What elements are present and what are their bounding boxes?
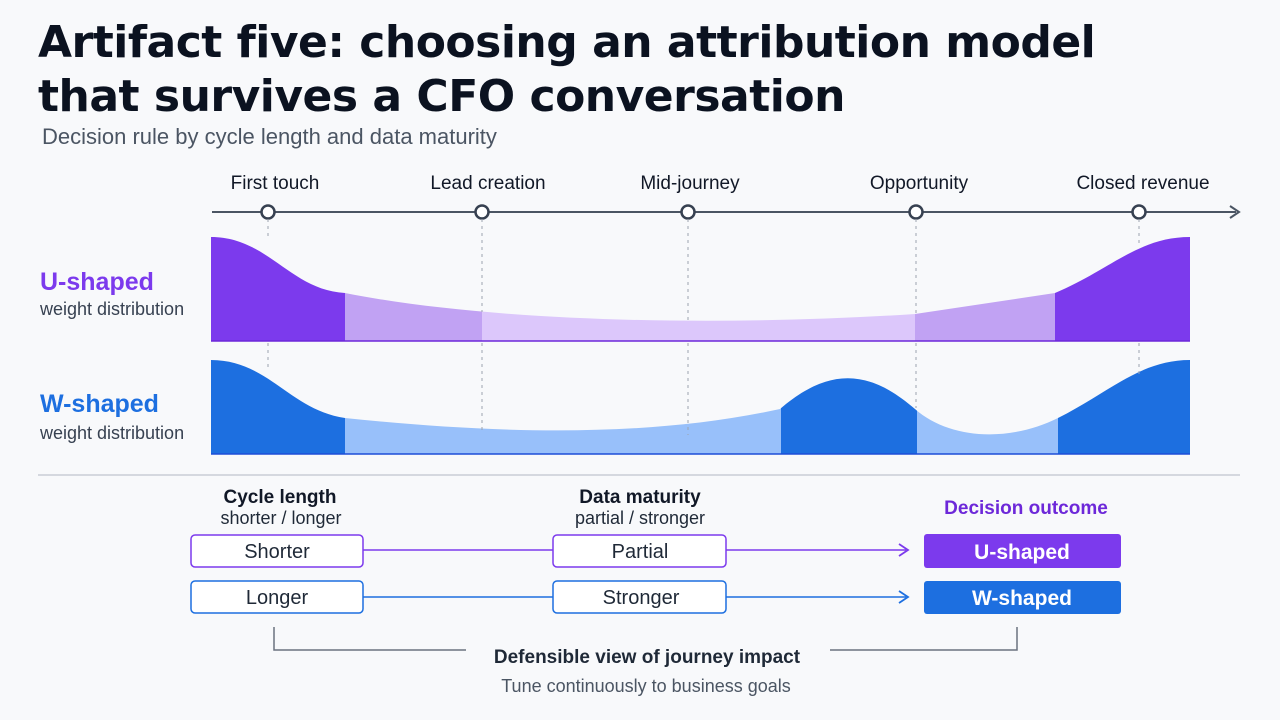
decision-outcome-header: Decision outcome bbox=[944, 498, 1108, 519]
title-line-2: that survives a CFO conversation bbox=[38, 71, 845, 122]
page-subtitle: Decision rule by cycle length and data m… bbox=[42, 124, 497, 149]
stage-guides bbox=[267, 219, 1140, 435]
w-shaped-label: W-shaped bbox=[40, 390, 159, 418]
stage-label-first-touch: First touch bbox=[231, 173, 320, 194]
stage-label-lead-creation: Lead creation bbox=[430, 173, 545, 194]
arrow-right-icon bbox=[898, 543, 910, 557]
w-shaped-band bbox=[211, 360, 1190, 455]
timeline: First touch Lead creation Mid-journey Op… bbox=[212, 173, 1241, 220]
summary-subtitle: Tune continuously to business goals bbox=[501, 676, 791, 696]
w-shaped-caption: weight distribution bbox=[39, 423, 184, 443]
maturity-box-partial bbox=[552, 534, 727, 568]
stage-marker-opportunity bbox=[908, 204, 924, 220]
maturity-box-stronger bbox=[552, 580, 727, 614]
cycle-value-longer: Longer bbox=[246, 587, 309, 609]
outcome-box-u-shaped bbox=[924, 534, 1121, 568]
stage-marker-closed-revenue bbox=[1131, 204, 1147, 220]
outcome-value-w-shaped: W-shaped bbox=[972, 587, 1072, 610]
page-title: Artifact five: choosing an attribution m… bbox=[38, 16, 1238, 124]
summary-title: Defensible view of journey impact bbox=[494, 647, 801, 668]
decision-row-u-shaped: Shorter Partial U-shaped bbox=[190, 534, 1121, 568]
stage-marker-mid-journey bbox=[680, 204, 696, 220]
cycle-length-subheader: shorter / longer bbox=[220, 508, 341, 528]
u-shaped-label: U-shaped bbox=[40, 268, 154, 296]
u-shaped-band bbox=[211, 237, 1190, 342]
summary-bracket bbox=[273, 627, 1018, 651]
outcome-box-w-shaped bbox=[924, 581, 1121, 614]
cycle-box-shorter bbox=[190, 534, 364, 568]
timeline-arrow-icon bbox=[1229, 205, 1241, 219]
stage-marker-lead-creation bbox=[474, 204, 490, 220]
cycle-value-shorter: Shorter bbox=[244, 541, 310, 563]
decision-row-w-shaped: Longer Stronger W-shaped bbox=[190, 580, 1121, 614]
stage-label-closed-revenue: Closed revenue bbox=[1076, 173, 1209, 194]
stage-label-mid-journey: Mid-journey bbox=[640, 173, 740, 194]
cycle-length-header: Cycle length bbox=[224, 487, 337, 508]
stage-marker-first-touch bbox=[260, 204, 276, 220]
data-maturity-header: Data maturity bbox=[579, 487, 701, 508]
stage-label-opportunity: Opportunity bbox=[870, 173, 969, 194]
cycle-box-longer bbox=[190, 580, 364, 614]
u-shaped-caption: weight distribution bbox=[39, 299, 184, 319]
title-line-1: Artifact five: choosing an attribution m… bbox=[38, 17, 1096, 68]
outcome-value-u-shaped: U-shaped bbox=[974, 541, 1070, 564]
maturity-value-stronger: Stronger bbox=[603, 587, 680, 609]
maturity-value-partial: Partial bbox=[612, 541, 669, 563]
data-maturity-subheader: partial / stronger bbox=[575, 508, 705, 528]
arrow-right-icon bbox=[898, 590, 910, 604]
